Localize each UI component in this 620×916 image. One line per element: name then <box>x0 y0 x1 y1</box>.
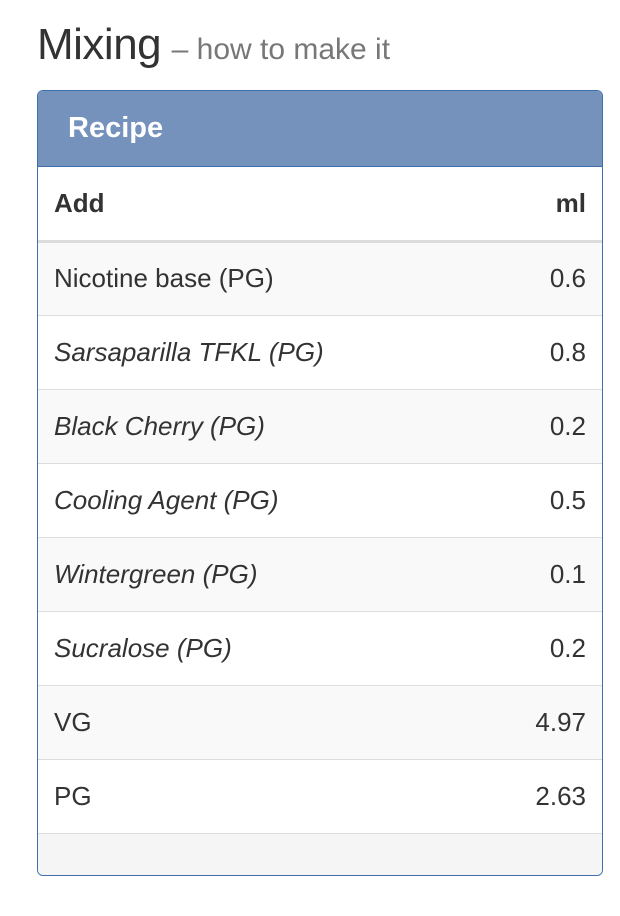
ingredient-name: Sarsaparilla TFKL (PG) <box>38 315 461 390</box>
table-header-row: Add ml <box>38 167 602 243</box>
ingredient-name: Black Cherry (PG) <box>38 389 461 464</box>
ingredient-ml: 0.2 <box>461 389 602 464</box>
table-row: Sarsaparilla TFKL (PG) 0.8 <box>38 315 602 390</box>
table-row: Sucralose (PG) 0.2 <box>38 611 602 686</box>
ingredient-ml: 0.8 <box>461 315 602 390</box>
ingredient-ml: 0.1 <box>461 537 602 612</box>
table-row: Wintergreen (PG) 0.1 <box>38 537 602 612</box>
ingredient-ml: 2.63 <box>461 759 602 834</box>
recipe-panel-title: Recipe <box>68 112 164 144</box>
table-row: Cooling Agent (PG) 0.5 <box>38 463 602 538</box>
page-heading: Mixing – how to make it <box>37 20 390 76</box>
ingredient-ml: 0.5 <box>461 463 602 538</box>
table-row: VG 4.97 <box>38 685 602 760</box>
ingredient-name: Wintergreen (PG) <box>38 537 461 612</box>
recipe-panel-heading: Recipe <box>38 91 602 167</box>
ingredient-name: Nicotine base (PG) <box>38 241 461 316</box>
ingredient-name: Sucralose (PG) <box>38 611 461 686</box>
recipe-panel-footer <box>38 834 602 875</box>
ingredient-name: PG <box>38 759 461 834</box>
recipe-table-body: Nicotine base (PG) 0.6 Sarsaparilla TFKL (… <box>38 241 602 834</box>
ingredient-ml: 0.2 <box>461 611 602 686</box>
ingredient-name: Cooling Agent (PG) <box>38 463 461 538</box>
ingredient-name: VG <box>38 685 461 760</box>
page-subtitle: – how to make it <box>171 33 391 66</box>
page-title: Mixing <box>37 20 162 69</box>
column-header-ml: ml <box>461 167 602 243</box>
ingredient-ml: 4.97 <box>461 685 602 760</box>
table-row: Black Cherry (PG) 0.2 <box>38 389 602 464</box>
recipe-panel: Recipe Add ml Nicotine base (PG) 0.6 Sarsa… <box>37 90 603 876</box>
table-row: Nicotine base (PG) 0.6 <box>38 241 602 316</box>
recipe-table: Add ml Nicotine base (PG) 0.6 Sarsaparilla… <box>38 167 602 834</box>
table-row: PG 2.63 <box>38 759 602 834</box>
ingredient-ml: 0.6 <box>461 241 602 316</box>
column-header-add: Add <box>38 167 461 243</box>
